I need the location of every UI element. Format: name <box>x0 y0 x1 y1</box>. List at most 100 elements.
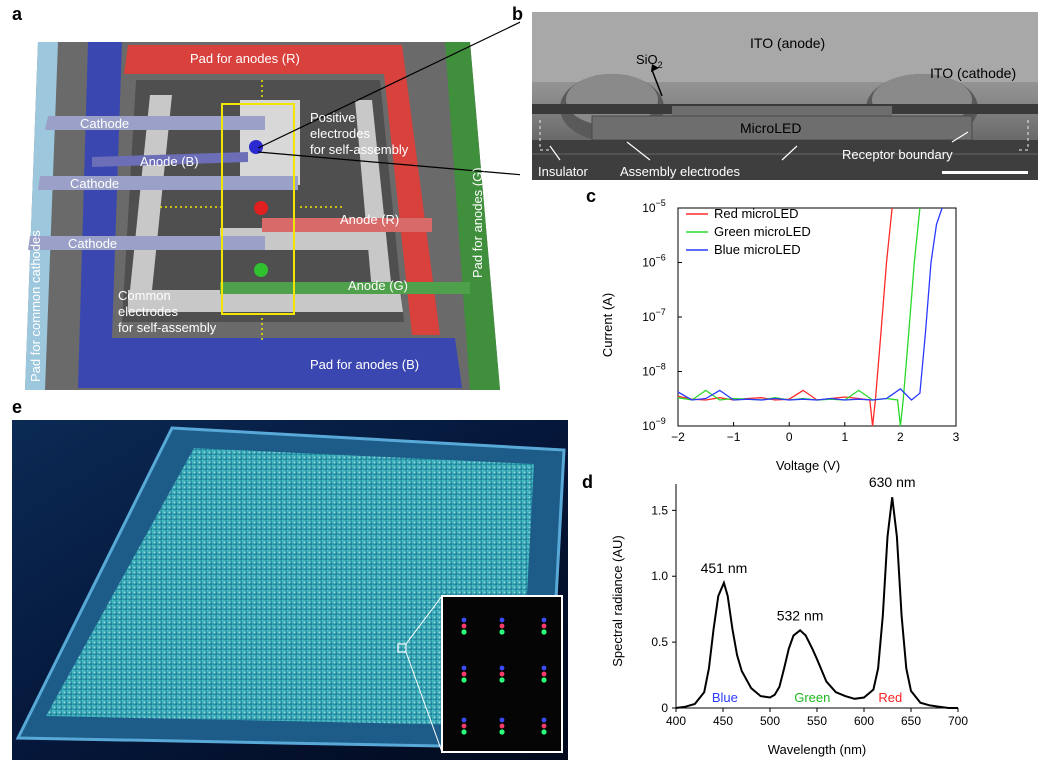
x-tick-label: 0 <box>786 430 793 444</box>
x-tick-label: 700 <box>948 714 968 728</box>
anode-r-label: Anode (R) <box>340 212 399 227</box>
panel-letter-a: a <box>12 4 23 24</box>
series-line <box>677 207 893 427</box>
y-tick-label: 1.5 <box>651 503 668 517</box>
inset-green-subpixel <box>541 629 547 635</box>
y-tick-label: 10−5 <box>642 198 666 215</box>
inset-blue-subpixel <box>541 617 547 623</box>
inset-green-subpixel <box>461 629 467 635</box>
x-tick-label: 2 <box>897 430 904 444</box>
inset-green-subpixel <box>499 729 505 735</box>
inset-blue-subpixel <box>541 665 547 671</box>
red-pad <box>124 45 440 335</box>
peak-label: 451 nm <box>701 560 748 576</box>
legend-label: Blue microLED <box>714 242 801 257</box>
inset-green-subpixel <box>461 677 467 683</box>
inset-green-subpixel <box>499 629 505 635</box>
common-electrodes-line-1: Common <box>118 288 171 303</box>
panel-letter-c: c <box>586 186 597 206</box>
band-label: Red <box>878 690 902 705</box>
device-schematic: Pad for anodes (R) Cathode Anode (B) Cat… <box>25 21 520 390</box>
y-tick-label: 10−8 <box>642 362 666 379</box>
inset-red-subpixel <box>461 671 467 677</box>
x-tick-label: −2 <box>671 430 685 444</box>
spectrum-chart: 400 450 500 550 600 650 700 0 0.5 1.0 1.5 451 nm 53… <box>610 476 968 757</box>
x-tick-label: 500 <box>760 714 780 728</box>
inset-blue-subpixel <box>499 665 505 671</box>
x-axis-label: Voltage (V) <box>776 458 840 473</box>
common-electrodes-line-2: electrodes <box>118 304 178 319</box>
highlight-box <box>221 103 295 315</box>
inset-blue-subpixel <box>541 717 547 723</box>
y-tick-label: 10−6 <box>642 253 666 270</box>
blue-microled-icon <box>249 140 263 154</box>
inset-blue-subpixel <box>461 617 467 623</box>
inset-red-subpixel <box>461 723 467 729</box>
positive-electrodes-line-3: for self-assembly <box>310 142 409 157</box>
red-microled-icon <box>254 201 268 215</box>
cathode-label-1: Cathode <box>80 116 129 131</box>
inset-green-subpixel <box>499 677 505 683</box>
green-microled-icon <box>254 263 268 277</box>
peak-label: 532 nm <box>777 607 824 623</box>
pad-anodes-g-label: Pad for anodes (G) <box>470 167 485 278</box>
series-line <box>677 207 943 401</box>
common-electrodes-line-3: for self-assembly <box>118 320 217 335</box>
y-axis-label: Spectral radiance (AU) <box>610 535 625 667</box>
inset-green-subpixel <box>541 729 547 735</box>
band-label: Green <box>794 690 830 705</box>
pad-anodes-r-label: Pad for anodes (R) <box>190 51 300 66</box>
inset-green-subpixel <box>541 677 547 683</box>
inset-red-subpixel <box>499 671 505 677</box>
x-tick-label: 400 <box>666 714 686 728</box>
y-tick-label: 0 <box>661 701 668 715</box>
x-tick-label: −1 <box>727 430 741 444</box>
pixel-array <box>46 448 534 726</box>
panel-letter-d: d <box>582 472 593 492</box>
inset-red-subpixel <box>461 623 467 629</box>
insulator-label: Insulator <box>538 164 589 179</box>
positive-electrodes-line-2: electrodes <box>310 126 370 141</box>
inset-blue-subpixel <box>461 665 467 671</box>
inset-red-subpixel <box>541 623 547 629</box>
sem-cross-section: ITO (anode) ITO (cathode) SiO2 MicroLED … <box>532 12 1038 180</box>
x-tick-label: 1 <box>841 430 848 444</box>
x-tick-label: 600 <box>854 714 874 728</box>
y-tick-label: 10−7 <box>642 307 666 324</box>
anode-g-label: Anode (G) <box>348 278 408 293</box>
y-axis-label: Current (A) <box>600 293 615 357</box>
cathode-label-2: Cathode <box>70 176 119 191</box>
x-tick-label: 650 <box>901 714 921 728</box>
inset-red-subpixel <box>541 723 547 729</box>
inset-red-subpixel <box>499 723 505 729</box>
pad-common-cathodes-label: Pad for common cathodes <box>28 230 43 382</box>
ito-cathode-label: ITO (cathode) <box>930 65 1016 81</box>
plot-frame <box>677 207 957 427</box>
x-tick-label: 550 <box>807 714 827 728</box>
cathode-label-3: Cathode <box>68 236 117 251</box>
spectrum-line <box>675 497 958 709</box>
y-tick-label: 1.0 <box>651 569 668 583</box>
microled-label: MicroLED <box>740 120 801 136</box>
anode-b-label: Anode (B) <box>140 154 199 169</box>
peak-label: 630 nm <box>869 476 916 490</box>
blue-pad <box>78 42 462 388</box>
legend-label: Green microLED <box>714 224 811 239</box>
scale-bar <box>942 171 1028 174</box>
inset-blue-subpixel <box>499 617 505 623</box>
panel-letter-e: e <box>12 397 23 417</box>
green-pad <box>445 42 500 390</box>
inset-red-subpixel <box>541 671 547 677</box>
ito-anode-label: ITO (anode) <box>750 35 825 51</box>
band-label: Blue <box>712 690 738 705</box>
sio2-label: SiO2 <box>636 52 663 70</box>
microled-block <box>591 115 973 141</box>
inset-red-subpixel <box>499 623 505 629</box>
panel-letter-b: b <box>512 4 523 24</box>
assembly-electrodes-label: Assembly electrodes <box>620 164 740 179</box>
receptor-boundary-label: Receptor boundary <box>842 147 953 162</box>
inset-blue-subpixel <box>461 717 467 723</box>
positive-electrodes-line-1: Positive <box>310 110 356 125</box>
x-tick-label: 450 <box>713 714 733 728</box>
inset-green-subpixel <box>461 729 467 735</box>
